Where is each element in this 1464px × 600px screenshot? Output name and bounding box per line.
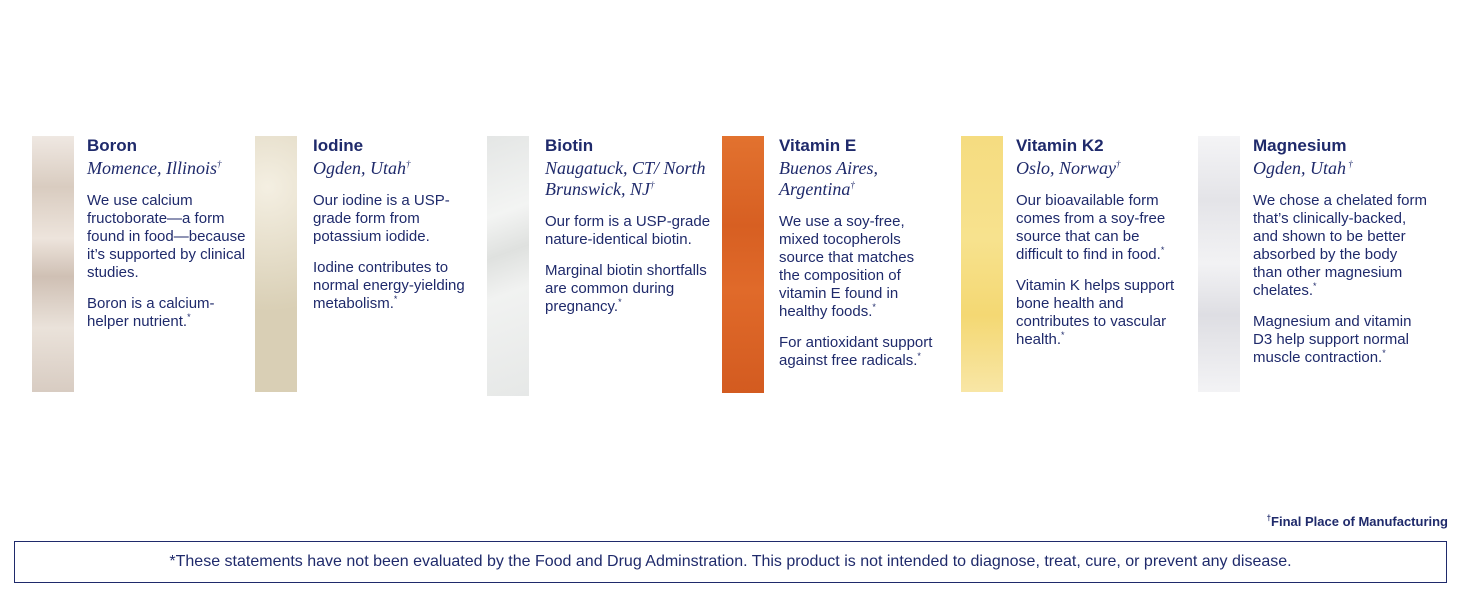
boron-texture-swatch bbox=[32, 136, 74, 392]
nutrient-location: Oslo, Norway† bbox=[1016, 158, 1121, 178]
biotin-texture-swatch bbox=[487, 136, 529, 396]
nutrient-description: Our form is a USP-grade nature-identical… bbox=[545, 213, 711, 248]
nutrient-location: Ogden, Utah† bbox=[313, 158, 411, 178]
nutrient-description: Our iodine is a USP-grade form from pota… bbox=[313, 192, 450, 245]
nutrient-name: Biotin bbox=[545, 136, 594, 155]
nutrient-benefit: Marginal biotin shortfalls are common du… bbox=[545, 262, 707, 315]
nutrient-benefit: Vitamin K helps support bone health and … bbox=[1016, 277, 1175, 348]
nutrient-location: Buenos Aires, Argentina† bbox=[779, 158, 878, 199]
nutrient-description: Our bioavailable form comes from a soy-f… bbox=[1016, 192, 1166, 263]
vitamin-k2-texture-swatch bbox=[961, 136, 1003, 392]
nutrient-description: We use a soy-free, mixed tocopherols sou… bbox=[779, 213, 915, 320]
nutrient-name: Magnesium bbox=[1253, 136, 1347, 155]
nutrient-description: We use calcium fructoborate—a form found… bbox=[87, 192, 246, 281]
iodine-texture-swatch bbox=[255, 136, 297, 392]
nutrient-benefit: For antioxidant support against free rad… bbox=[779, 334, 933, 369]
nutrient-benefit: Magnesium and vitamin D3 help support no… bbox=[1253, 313, 1412, 366]
nutrient-location: Ogden, Utah † bbox=[1253, 158, 1353, 178]
nutrient-name: Vitamin E bbox=[779, 136, 857, 155]
nutrient-location: Naugatuck, CT/ North Brunswick, NJ† bbox=[545, 158, 706, 199]
magnesium-texture-swatch bbox=[1198, 136, 1240, 392]
fda-disclaimer: *These statements have not been evaluate… bbox=[14, 541, 1447, 583]
nutrient-name: Boron bbox=[87, 136, 138, 155]
manufacturing-footnote: †Final Place of Manufacturing bbox=[1266, 513, 1448, 529]
vitamin-e-texture-swatch bbox=[722, 136, 764, 393]
nutrient-description: We chose a chelated form that’s clinical… bbox=[1253, 192, 1427, 299]
nutrient-location: Momence, Illinois† bbox=[87, 158, 222, 178]
nutrient-benefit: Boron is a calcium-helper nutrient.* bbox=[87, 295, 215, 330]
nutrient-benefit: Iodine contributes to normal energy-yiel… bbox=[313, 259, 465, 312]
nutrient-name: Iodine bbox=[313, 136, 364, 155]
nutrient-name: Vitamin K2 bbox=[1016, 136, 1104, 155]
